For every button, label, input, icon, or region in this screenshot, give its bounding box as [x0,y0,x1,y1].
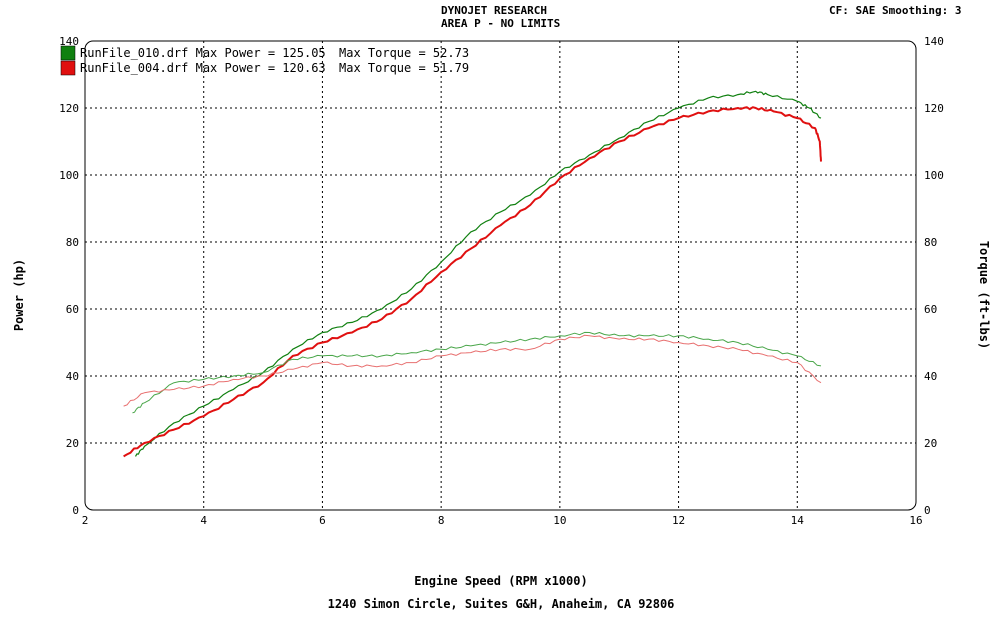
y-axis-title: Power (hp) [12,259,26,331]
legend-swatch [60,45,76,61]
series-line-power-run004 [123,106,822,458]
y-tick-label: 60 [66,303,79,316]
x-tick-label: 2 [82,514,89,527]
series-line-power-run010 [134,90,822,457]
legend-torque-entry: Max Torque = 52.73 [339,46,469,60]
y-tick-label: 0 [72,504,79,517]
y2-tick-label: 120 [924,102,944,115]
y-tick-label: 20 [66,437,79,450]
x-tick-label: 12 [672,514,685,527]
chart-title: DYNOJET RESEARCH [441,4,547,17]
x-tick-label: 16 [909,514,922,527]
footer-address: 1240 Simon Circle, Suites G&H, Anaheim, … [328,597,675,611]
y2-axis-title: Torque (ft-lbs) [977,241,991,349]
y-tick-label: 100 [59,169,79,182]
y2-tick-label: 20 [924,437,937,450]
legend: RunFile_010.drf Max Power = 125.05 Max To… [60,45,469,76]
legend-power-entry: RunFile_010.drf Max Power = 125.05 [80,46,326,60]
y2-tick-label: 60 [924,303,937,316]
series-line-torque-run010 [132,331,822,414]
y2-tick-label: 140 [924,35,944,48]
grid [85,41,916,510]
y2-tick-label: 80 [924,236,937,249]
y2-tick-label: 100 [924,169,944,182]
legend-torque-entry: Max Torque = 51.79 [339,61,469,75]
x-axis-title: Engine Speed (RPM x1000) [414,574,587,588]
series [123,90,822,458]
x-tick-label: 8 [438,514,445,527]
plot-frame [84,40,917,511]
y-tick-label: 120 [59,102,79,115]
x-tick-label: 14 [791,514,805,527]
chart-subtitle: AREA P - NO LIMITS [441,17,561,30]
series-line-torque-run004 [123,334,822,407]
y2-tick-label: 40 [924,370,937,383]
x-tick-label: 10 [553,514,566,527]
y2-tick-label: 0 [924,504,931,517]
y-tick-label: 40 [66,370,79,383]
x-tick-label: 4 [200,514,207,527]
y-tick-label: 80 [66,236,79,249]
legend-power-entry: RunFile_004.drf Max Power = 120.63 [80,61,326,75]
y-tick-label: 140 [59,35,79,48]
settings-readout: CF: SAE Smoothing: 3 [829,4,962,17]
x-tick-label: 6 [319,514,326,527]
legend-swatch [60,60,76,76]
